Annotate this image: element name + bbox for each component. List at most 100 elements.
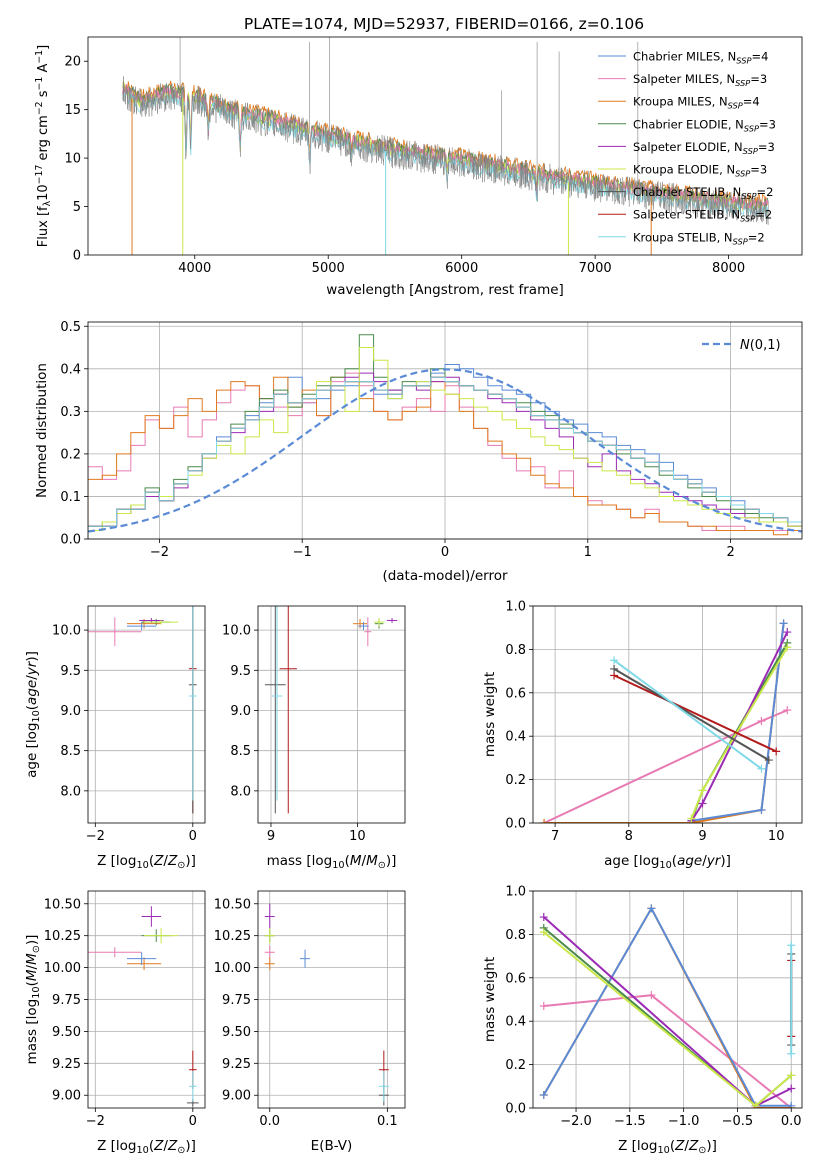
chabrier_miles-weight-marker [757,805,766,814]
x-tick-label: −1.5 [614,1114,646,1129]
x-tick-label: 8 [625,829,633,844]
y-tick-label: 0.6 [505,971,526,986]
y-tick-label: 0.0 [60,533,81,548]
mass-vs-metallicity-frame [87,890,206,1109]
x-tick-label: 7 [551,829,559,844]
chabrier_miles-weight-marker [787,1101,796,1108]
y-tick-label: 10 [64,152,81,167]
legend-label: Kroupa MILES, NSSP=4 [633,95,760,111]
y-tick-label: 9.75 [222,993,251,1008]
histogram-frame [87,321,803,540]
y-tick-label: 10.0 [222,624,251,639]
histogram-series [88,334,802,539]
spectrum-ylabel-group: Flux [fλ10−17 erg cm−2 s−1 A−1] [34,45,53,247]
kroupa_elodie-weight-marker [787,1071,796,1080]
legend-label: N(0,1) [740,338,781,353]
kroupa_stelib-weight-marker [610,656,619,665]
y-tick-label: 0.3 [60,405,81,420]
mass-weight-vs-metallicity-series [539,904,796,1108]
chabrier_stelib-weight-marker [610,664,619,673]
kroupa_elodie-weight-marker [539,928,548,937]
residual-histogram-axes: −2 −1 0 1 2 0.0 0.1 0.2 0.3 0.4 0.5 (data-model)/er… [34,320,803,584]
kroupa_elodie-weight-marker [751,1101,760,1108]
mass-vs-metallicity-xlabel: Z [log10(Z/Z⊙)] [97,1138,196,1156]
kroupa_stelib-histogram [88,376,802,539]
chabrier_miles-weight-line [542,906,792,1107]
y-tick-label: 10.25 [214,929,251,944]
age-vs-metallicity-xlabel: Z [log10(Z/Z⊙)] [97,853,196,871]
x-tick-label: 10 [768,829,785,844]
mass-weight-vs-age-axes: 7 8 9 10 0.0 0.2 0.4 0.6 0.8 1.0 age [log10(age/yr… [482,600,803,871]
y-tick-label: 9.50 [222,1025,251,1040]
y-tick-label: 0.2 [505,1058,526,1073]
kroupa_stelib-weight-line [613,659,763,770]
age-vs-mass-xlabel: mass [log10(M/M⊙)] [267,853,397,871]
chabrier_stelib-weight-line [613,668,770,761]
legend-label: Chabrier STELIB, NSSP=2 [633,185,773,201]
x-tick-label: 4000 [178,261,211,276]
spectrum-xlabel: wavelength [Angstrom, rest frame] [326,282,564,298]
y-tick-label: 9.00 [52,1089,81,1104]
y-tick-label: 8.5 [60,744,81,759]
observed-spectrum [122,76,769,225]
y-tick-label: 0.4 [505,730,526,745]
salpeter_miles-weight-marker [539,1002,548,1011]
x-tick-label: 0.1 [377,1114,398,1129]
x-tick-label: 0 [189,829,197,844]
chabrier_miles-weight-marker [539,1090,548,1099]
chabrier_miles-weight-marker [647,904,656,913]
spectrum-axes: 4000 5000 6000 7000 8000 0 5 10 15 20 wavelength [… [34,36,803,298]
y-tick-label: 9.0 [60,704,81,719]
age-vs-metallicity-ylabel: age [log10(age/yr)] [24,651,42,778]
kroupa_miles-histogram [88,376,802,539]
salpeter_stelib-weight-marker [772,747,781,756]
age-vs-mass-axes: 9 10 8.0 8.5 9.0 9.5 10.0 mass [log10(M/M⊙)] [222,605,406,871]
age-vs-mass-frame [257,605,406,824]
y-tick-label: 0.6 [505,686,526,701]
y-tick-label: 0.0 [505,817,526,832]
x-tick-label: 6000 [445,261,478,276]
kroupa_stelib-weight-marker [787,1049,796,1058]
x-tick-label: 1 [584,545,592,560]
y-tick-label: 0.4 [505,1015,526,1030]
histogram-ylabel: Normed distribution [34,363,50,498]
kroupa_stelib-weight-marker [757,764,766,773]
x-tick-label: 0 [441,545,449,560]
y-tick-label: 9.25 [52,1057,81,1072]
kroupa_elodie-weight-marker [783,643,792,652]
y-tick-label: 8.0 [230,784,251,799]
x-tick-label: 9 [267,829,275,844]
y-tick-label: 0.5 [60,320,81,335]
mass-weight-vs-metallicity-grid [533,890,802,1109]
y-tick-label: 10.00 [44,961,81,976]
y-tick-label: 0.4 [60,362,81,377]
legend-label: Chabrier ELODIE, NSSP=3 [633,117,776,133]
mass-vs-metallicity-ylabel-group: mass [log10(M/M⊙)] [24,935,42,1065]
y-tick-label: 10.00 [214,961,251,976]
mass-vs-extinction-grid [258,891,405,1108]
y-tick-label: 0.8 [505,928,526,943]
salpeter_stelib-weight-line [613,674,777,753]
x-tick-label: 5000 [312,261,345,276]
mass-weight-vs-metallicity-frame [532,890,803,1109]
age-vs-metallicity-frame [87,605,206,824]
salpeter_miles-weight-line [543,709,788,823]
y-tick-label: 10.0 [52,624,81,639]
y-tick-label: 9.25 [222,1057,251,1072]
x-tick-label: −0.5 [722,1114,754,1129]
legend-label: Chabrier MILES, NSSP=4 [633,50,768,66]
x-tick-label: 9 [698,829,706,844]
y-tick-label: 9.00 [222,1089,251,1104]
mass-vs-extinction-points [264,903,389,1106]
spectrum-ylabel: Flux [fλ10−17 erg cm−2 s−1 A−1] [34,45,53,247]
salpeter_elodie-weight-marker [698,799,707,808]
salpeter_elodie-weight-marker [783,628,792,637]
legend-label: Kroupa STELIB, NSSP=2 [633,230,765,246]
kroupa_miles-weight-line [544,623,785,823]
x-tick-label: 0.0 [781,1114,802,1129]
x-tick-label: 0.0 [259,1114,280,1129]
y-tick-label: 1.0 [505,885,526,900]
age-vs-metallicity-grid [88,606,205,823]
spectrum-series [122,37,769,255]
salpeter_miles-weight-line [543,994,792,1108]
